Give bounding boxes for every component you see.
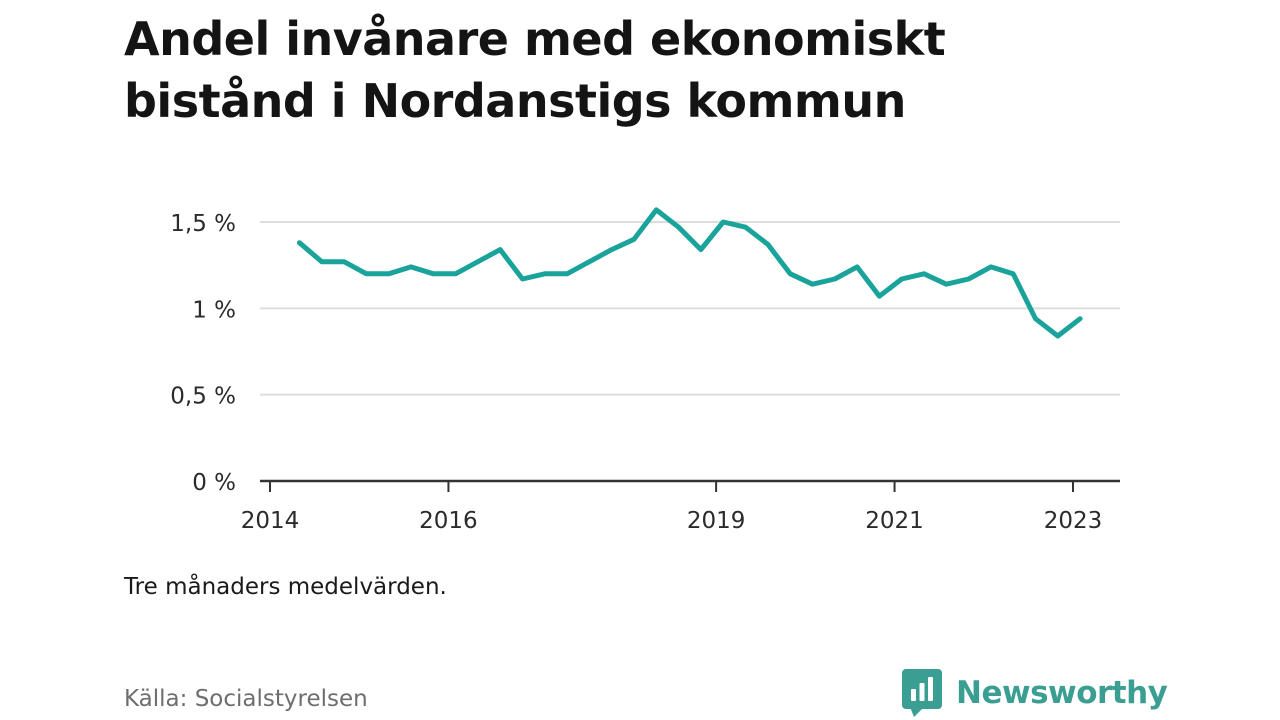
x-tick-label: 2023 <box>1044 508 1103 534</box>
y-tick-label: 0 % <box>192 470 236 496</box>
y-tick-label: 0,5 % <box>170 384 236 410</box>
x-tick-label: 2016 <box>419 508 478 534</box>
x-axis-ticks: 2014 2016 2019 2021 2023 <box>241 481 1103 534</box>
gridlines <box>260 221 1120 396</box>
y-tick-label: 1 % <box>192 297 236 323</box>
brand-logo[interactable]: Newsworthy <box>902 668 1168 718</box>
x-tick-label: 2019 <box>687 508 746 534</box>
series-layer <box>296 207 1083 339</box>
chart-title: Andel invånare med ekonomiskt bistånd i … <box>124 12 946 128</box>
source-label: Källa: Socialstyrelsen <box>124 686 368 712</box>
y-axis-ticks: 0 % 0,5 % 1 % 1,5 % <box>170 211 236 496</box>
y-tick-label: 1,5 % <box>170 211 236 237</box>
x-tick-label: 2014 <box>241 508 300 534</box>
brand-name: Newsworthy <box>956 675 1168 711</box>
x-tick-label: 2021 <box>865 508 924 534</box>
newsworthy-logo-icon <box>902 669 942 717</box>
series-line <box>296 207 1083 339</box>
chart-note: Tre månaders medelvärden. <box>124 574 447 600</box>
